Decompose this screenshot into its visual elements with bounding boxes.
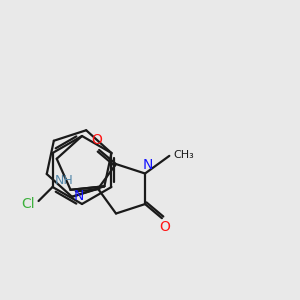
Text: CH₃: CH₃ <box>173 150 194 160</box>
Text: N: N <box>74 189 84 203</box>
Text: Cl: Cl <box>22 197 35 211</box>
Text: O: O <box>160 220 170 234</box>
Text: N: N <box>143 158 153 172</box>
Text: O: O <box>92 133 103 147</box>
Text: NH: NH <box>55 174 74 187</box>
